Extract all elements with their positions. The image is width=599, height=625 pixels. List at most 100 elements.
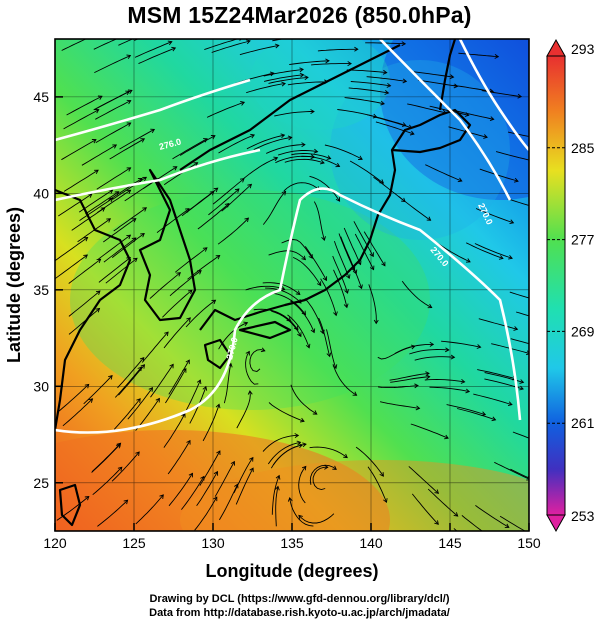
streamline-arrow <box>202 247 208 252</box>
streamline-arrow <box>332 364 338 370</box>
streamline-arrow <box>450 354 456 360</box>
streamline-arrow <box>335 162 341 168</box>
streamline <box>289 497 314 527</box>
streamline <box>61 139 97 161</box>
streamline <box>284 158 325 164</box>
x-tick-label: 120 <box>43 535 67 551</box>
streamline <box>333 269 348 308</box>
streamline-arrow <box>476 344 482 349</box>
streamline-arrow <box>301 142 306 148</box>
streamline-arrow <box>188 472 193 478</box>
coastlines <box>55 39 472 527</box>
streamline-arrow <box>513 326 519 331</box>
streamline-arrow <box>358 284 363 290</box>
streamline <box>246 83 286 94</box>
streamline-arrow <box>234 188 240 193</box>
streamline <box>332 364 357 396</box>
streamline <box>408 466 439 494</box>
streamline-arrow <box>186 317 191 322</box>
streamline-arrow <box>287 497 293 502</box>
streamline-arrow <box>308 254 313 259</box>
streamline <box>411 493 439 525</box>
streamline <box>346 251 363 289</box>
streamline <box>268 76 309 84</box>
streamline <box>499 515 526 531</box>
streamline-arrow <box>203 138 208 143</box>
streamline-arrow <box>301 255 307 261</box>
streamline-arrow <box>504 523 510 528</box>
streamline-arrow <box>151 29 155 33</box>
streamline <box>301 155 340 167</box>
streamline <box>475 505 510 528</box>
streamline <box>114 366 142 398</box>
streamline-arrow <box>453 512 459 517</box>
grid-lines <box>55 39 529 531</box>
streamline <box>271 475 280 515</box>
streamline <box>287 81 328 86</box>
streamline <box>150 364 174 398</box>
streamline <box>309 464 337 485</box>
streamline-arrow <box>126 189 132 194</box>
streamline <box>291 153 331 160</box>
streamline-arrow <box>83 254 89 259</box>
streamline <box>58 384 90 412</box>
isotherm-contours <box>55 39 529 434</box>
streamline-arrow <box>137 178 143 183</box>
streamline <box>425 164 462 182</box>
streamline-arrow <box>310 328 316 334</box>
streamline-arrow <box>126 122 132 127</box>
streamline-arrow <box>224 203 230 208</box>
streamline <box>378 385 419 389</box>
streamline <box>98 234 131 260</box>
streamline-arrow <box>108 189 114 194</box>
streamline <box>111 233 145 258</box>
streamline-arrow <box>249 456 254 462</box>
streamline <box>283 182 320 192</box>
streamline-arrow <box>181 412 186 418</box>
streamline <box>324 144 363 160</box>
streamline <box>394 343 434 354</box>
streamline-arrow <box>287 135 293 141</box>
streamline <box>138 47 176 65</box>
streamline-arrow <box>345 274 351 279</box>
streamline <box>168 473 193 507</box>
streamline-arrow <box>126 32 130 36</box>
streamline-arrow <box>299 72 305 78</box>
streamline-arrow <box>140 138 146 143</box>
streamline <box>245 285 285 291</box>
streamline-arrow <box>386 82 392 88</box>
streamline-arrow <box>142 176 148 182</box>
streamline <box>245 351 259 385</box>
streamline <box>185 187 218 213</box>
streamline <box>368 284 377 324</box>
streamline-arrow <box>379 179 385 184</box>
streamline <box>398 196 431 221</box>
streamline-arrow <box>316 281 322 287</box>
streamline <box>337 109 377 118</box>
streamline <box>311 63 352 66</box>
streamline-arrow <box>112 144 118 149</box>
streamline-arrow <box>352 391 358 396</box>
streamline-arrow <box>94 169 99 175</box>
streamline <box>97 189 131 213</box>
streamline <box>169 270 202 297</box>
streamline <box>456 408 496 421</box>
streamline-arrow <box>132 257 138 263</box>
streamline-arrow <box>519 385 524 391</box>
streamline-arrow <box>297 332 302 338</box>
credit-drawing: Drawing by DCL (https://www.gfd-dennou.o… <box>149 593 450 605</box>
streamline-arrow <box>494 54 500 59</box>
streamline <box>281 239 313 259</box>
streamline-arrow <box>294 433 300 438</box>
streamline-arrow <box>298 514 303 520</box>
streamline-arrow <box>425 374 431 380</box>
streamline <box>246 134 285 150</box>
streamline <box>317 48 358 52</box>
streamline <box>350 81 391 87</box>
streamline <box>262 434 299 452</box>
streamline-arrow <box>372 113 378 119</box>
streamline-arrow <box>305 343 311 349</box>
streamline-arrow <box>489 88 494 94</box>
streamline-arrow <box>172 166 178 171</box>
